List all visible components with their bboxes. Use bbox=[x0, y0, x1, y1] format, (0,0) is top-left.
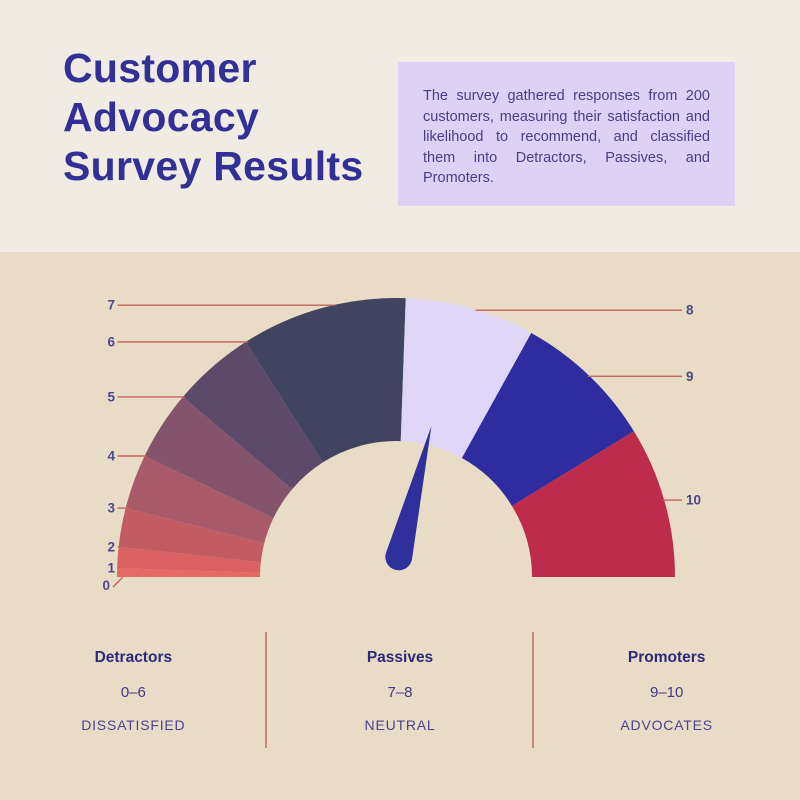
page-title-line-3: Survey Results bbox=[63, 143, 364, 189]
legend-col-promoters: Promoters 9–10 ADVOCATES bbox=[533, 632, 800, 750]
legend-tag-promoters: ADVOCATES bbox=[620, 717, 713, 733]
tick-label-2: 2 bbox=[107, 539, 115, 554]
page-title-line-2: Advocacy bbox=[63, 94, 260, 140]
legend-divider-2 bbox=[532, 632, 534, 748]
gauge-legend: Detractors 0–6 DISSATISFIED Passives 7–8… bbox=[0, 632, 800, 750]
survey-summary-text: The survey gathered responses from 200 c… bbox=[423, 88, 710, 186]
legend-tag-passives: NEUTRAL bbox=[364, 717, 436, 733]
gauge-segment-0–1 bbox=[117, 568, 261, 577]
gauge-segment-7–8 bbox=[400, 298, 532, 459]
gauge-leader-lines bbox=[112, 304, 682, 588]
gauge-segment-4–5 bbox=[144, 396, 293, 519]
tick-leader-0 bbox=[112, 577, 123, 588]
legend-divider-1 bbox=[265, 632, 267, 748]
legend-col-passives: Passives 7–8 NEUTRAL bbox=[267, 632, 534, 750]
legend-tag-detractors: DISSATISFIED bbox=[81, 717, 186, 733]
legend-range-promoters: 9–10 bbox=[649, 684, 684, 701]
legend-col-detractors: Detractors 0–6 DISSATISFIED bbox=[0, 632, 267, 750]
gauge-segment-8–9 bbox=[461, 332, 634, 506]
gauge-segment-6–7 bbox=[245, 298, 406, 463]
legend-range-passives: 7–8 bbox=[387, 684, 413, 701]
tick-label-7: 7 bbox=[107, 298, 115, 313]
gauge-tick-labels: 0 1 2 3 4 5 6 7 8 9 10 bbox=[102, 298, 701, 593]
tick-label-9: 9 bbox=[686, 369, 694, 384]
survey-summary-box: The survey gathered responses from 200 c… bbox=[398, 62, 735, 206]
gauge-needle bbox=[385, 425, 432, 571]
tick-label-6: 6 bbox=[107, 334, 115, 349]
page-title: Customer Advocacy Survey Results bbox=[63, 44, 363, 191]
legend-range-detractors: 0–6 bbox=[120, 684, 146, 701]
legend-title-detractors: Detractors bbox=[94, 649, 173, 666]
tick-label-0: 0 bbox=[102, 578, 110, 593]
gauge-segment-3–4 bbox=[125, 456, 274, 544]
tick-label-10: 10 bbox=[686, 493, 701, 508]
legend-title-passives: Passives bbox=[366, 649, 434, 666]
gauge-segment-1–2 bbox=[117, 546, 261, 573]
page-title-line-1: Customer bbox=[63, 45, 257, 91]
tick-label-1: 1 bbox=[107, 561, 115, 576]
tick-label-3: 3 bbox=[107, 501, 115, 516]
header-section: Customer Advocacy Survey Results The sur… bbox=[0, 0, 800, 252]
gauge-segment-9–10 bbox=[511, 431, 675, 577]
gauge-segments bbox=[117, 298, 675, 577]
tick-label-4: 4 bbox=[107, 449, 115, 464]
gauge-segment-2–3 bbox=[118, 508, 265, 563]
legend-title-promoters: Promoters bbox=[627, 649, 706, 666]
needle-pointer bbox=[385, 425, 432, 571]
tick-label-8: 8 bbox=[686, 303, 694, 318]
gauge-segment-5–6 bbox=[182, 341, 323, 490]
tick-label-5: 5 bbox=[107, 389, 115, 404]
